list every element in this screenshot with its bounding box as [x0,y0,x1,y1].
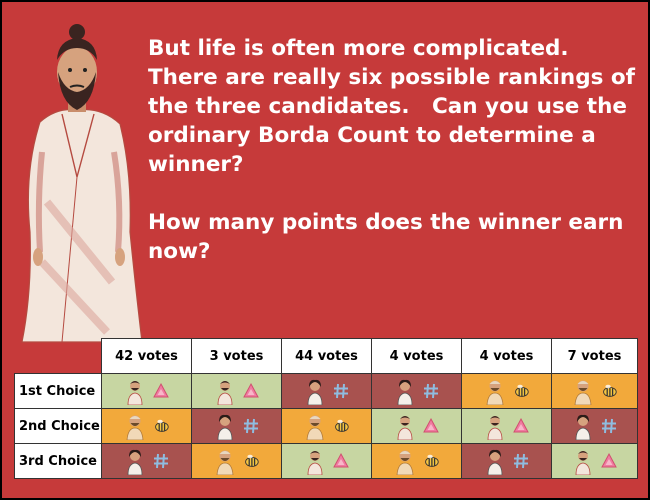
candidate-cell [461,408,552,444]
column-header: 4 votes [371,338,462,374]
candidate-cell [191,373,282,409]
candidate-cell [281,373,372,409]
row-label: 3rd Choice [14,443,102,479]
candidate-cell [371,408,462,444]
candidate-pair [463,375,551,408]
question-text: But life is often more complicated. Ther… [148,34,640,266]
candidate-pair [103,375,191,408]
row-label: 2nd Choice [14,408,102,444]
prompt-paragraph-2: How many points does the winner earn now… [148,210,631,264]
column-header: 7 votes [551,338,638,374]
candidate-portrait-icon [304,377,326,406]
triangle-icon [152,382,170,400]
candidate-pair [373,375,461,408]
choice-row: 3rd Choice [14,443,638,479]
choice-row: 2nd Choice [14,408,638,444]
column-header: 44 votes [281,338,372,374]
triangle-icon [242,382,260,400]
hashtag-icon [242,417,260,435]
row-label: 1st Choice [14,373,102,409]
triangle-icon [332,452,350,470]
candidate-cell [371,373,462,409]
candidate-portrait-icon [484,377,506,406]
bee-icon [422,452,440,470]
candidate-portrait-icon [484,412,506,441]
candidate-cell [461,373,552,409]
candidate-pair [463,445,551,478]
candidate-portrait-icon [124,412,146,441]
candidate-pair [283,410,371,443]
candidate-cell [191,408,282,444]
candidate-portrait-icon [572,377,594,406]
bee-icon [600,382,618,400]
candidate-cell [281,408,372,444]
candidate-pair [553,375,637,408]
triangle-icon [512,417,530,435]
candidate-cell [461,443,552,479]
candidate-pair [193,410,281,443]
triangle-icon [422,417,440,435]
bee-icon [332,417,350,435]
bee-icon [242,452,260,470]
bee-icon [152,417,170,435]
candidate-cell [281,443,372,479]
candidate-pair [193,445,281,478]
corner-cell [15,339,102,374]
candidate-pair [103,410,191,443]
candidate-portrait-icon [394,412,416,441]
column-header: 3 votes [191,338,282,374]
man-illustration [21,24,143,343]
ranking-table: 42 votes 3 votes 44 votes 4 votes 4 vote… [14,338,638,479]
candidate-portrait-icon [484,447,506,476]
candidate-cell [551,408,638,444]
header-row: 42 votes 3 votes 44 votes 4 votes 4 vote… [15,338,638,374]
candidate-pair [373,445,461,478]
candidate-portrait-icon [214,377,236,406]
candidate-portrait-icon [304,412,326,441]
hashtag-icon [152,452,170,470]
candidate-pair [283,445,371,478]
candidate-portrait-icon [572,447,594,476]
candidate-cell [551,373,638,409]
candidate-pair [463,410,551,443]
candidate-cell [191,443,282,479]
candidate-pair [373,410,461,443]
hashtag-icon [512,452,530,470]
candidate-pair [553,445,637,478]
column-header: 4 votes [461,338,552,374]
choice-row: 1st Choice [14,373,638,409]
prompt-paragraph-1: But life is often more complicated. Ther… [148,36,643,177]
candidate-pair [103,445,191,478]
candidate-portrait-icon [394,447,416,476]
bee-icon [512,382,530,400]
hashtag-icon [422,382,440,400]
column-header: 42 votes [101,338,192,374]
candidate-pair [553,410,637,443]
candidate-portrait-icon [124,447,146,476]
candidate-portrait-icon [214,412,236,441]
candidate-portrait-icon [572,412,594,441]
candidate-portrait-icon [124,377,146,406]
candidate-pair [193,375,281,408]
candidate-portrait-icon [394,377,416,406]
candidate-cell [551,443,638,479]
candidate-cell [371,443,462,479]
candidate-pair [283,375,371,408]
triangle-icon [600,452,618,470]
candidate-cell [101,443,192,479]
candidate-cell [101,408,192,444]
candidate-portrait-icon [304,447,326,476]
hashtag-icon [332,382,350,400]
candidate-cell [101,373,192,409]
hashtag-icon [600,417,618,435]
candidate-portrait-icon [214,447,236,476]
